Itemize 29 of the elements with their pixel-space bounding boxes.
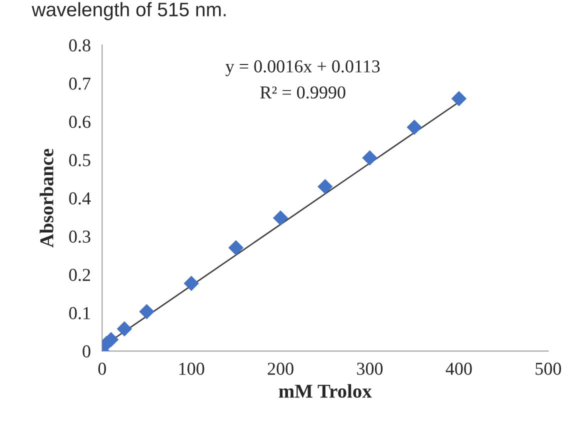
y-tick-label: 0.2 — [69, 268, 90, 282]
point — [272, 210, 288, 226]
x-axis-title: mM Trolox — [278, 384, 372, 398]
point — [184, 276, 199, 291]
x-tick-label: 100 — [179, 362, 204, 375]
y-tick-label: 0.1 — [69, 307, 90, 320]
text: wavelength of 515 nm. — [32, 2, 226, 20]
y-tick-label: 0.3 — [69, 230, 90, 243]
y-tick-label: 0.5 — [69, 154, 90, 166]
point — [406, 120, 422, 135]
x-tick-label: 0 — [98, 362, 106, 375]
x-tick-label: 400 — [446, 362, 472, 375]
y-tick-label: 0.6 — [69, 116, 90, 128]
point — [318, 178, 333, 194]
y-tick-label: 0.8 — [69, 39, 90, 52]
x-tick-label: 200 — [268, 362, 294, 375]
y-tick-label: 0.4 — [69, 192, 91, 205]
point — [362, 150, 378, 166]
point — [451, 90, 467, 106]
y-tick-label: 0 — [82, 345, 90, 358]
x-tick-label: 500 — [536, 362, 562, 375]
y-tick-label: 0.7 — [69, 78, 90, 90]
point — [139, 304, 154, 320]
annotation: y = 0.0016x + 0.0113 — [226, 60, 380, 76]
x-tick-label: 300 — [357, 362, 383, 375]
point — [116, 321, 132, 336]
point — [228, 240, 244, 256]
annotation: R² = 0.9990 — [260, 86, 346, 99]
y-axis-title: Absorbance — [40, 148, 54, 248]
